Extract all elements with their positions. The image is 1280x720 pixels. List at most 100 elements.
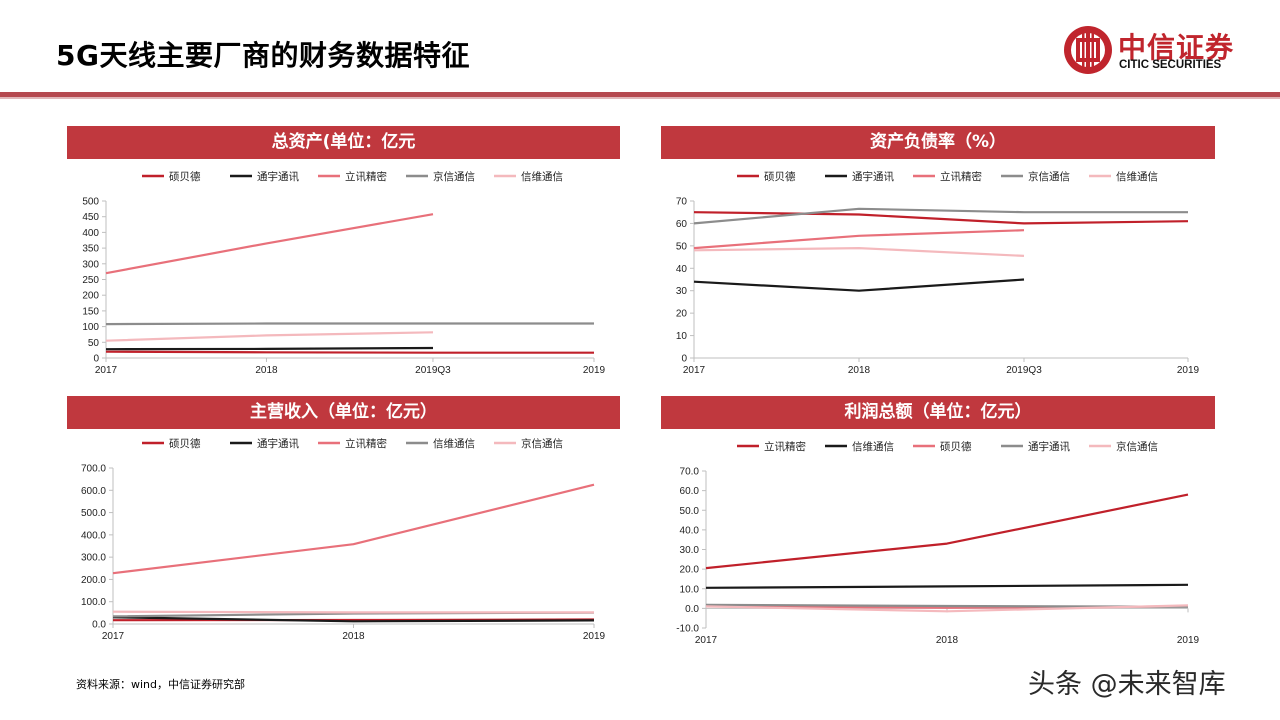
page-title: 5G天线主要厂商的财务数据特征	[56, 39, 470, 72]
series-line	[105, 213, 434, 275]
legend-label: 硕贝德	[764, 170, 796, 183]
x-tick-label: 2017	[95, 365, 118, 376]
legend-label: 通宇通讯	[257, 170, 299, 183]
y-tick-label: 400.0	[81, 530, 106, 541]
title-divider-shadow	[0, 97, 1280, 99]
x-tick-label: 2018	[936, 635, 959, 646]
series-line	[112, 616, 595, 623]
legend-label: 信维通信	[433, 437, 475, 450]
logo-english-name: CITIC SECURITIES	[1119, 59, 1222, 71]
legend-label: 京信通信	[521, 437, 563, 450]
panel-header-total-assets: 总资产(单位：亿元	[67, 126, 620, 159]
y-tick-label: 400	[82, 228, 99, 239]
y-tick-label: -10.0	[676, 624, 699, 635]
series-line	[693, 247, 1025, 257]
y-tick-label: 20	[676, 309, 688, 320]
y-tick-label: 60	[676, 219, 688, 230]
series-line	[693, 278, 1025, 292]
series-line	[693, 229, 1025, 250]
y-tick-label: 40	[676, 264, 688, 275]
panel-header-debt-ratio: 资产负债率（%）	[661, 126, 1215, 159]
logo-chinese-name: 中信证券	[1118, 31, 1235, 64]
y-tick-label: 50.0	[680, 506, 700, 517]
y-tick-label: 250	[82, 275, 99, 286]
x-tick-label: 2019Q3	[415, 365, 451, 376]
y-tick-label: 450	[82, 212, 99, 223]
y-tick-label: 10.0	[680, 584, 700, 595]
legend-label: 硕贝德	[169, 170, 201, 183]
y-tick-label: 200.0	[81, 575, 106, 586]
x-tick-label: 2018	[848, 365, 871, 376]
series-line	[705, 604, 1189, 613]
legend-label: 通宇通讯	[852, 170, 894, 183]
legend-label: 立讯精密	[764, 440, 806, 453]
series-line	[112, 483, 595, 575]
y-tick-label: 350	[82, 244, 99, 255]
y-tick-label: 500	[82, 197, 99, 208]
legend-label: 京信通信	[1028, 170, 1070, 183]
legend-label: 立讯精密	[940, 170, 982, 183]
y-tick-label: 100.0	[81, 597, 106, 608]
watermark: 头条 @未来智库	[1028, 669, 1226, 700]
panel-header-revenue: 主营收入（单位：亿元）	[67, 396, 620, 429]
legend-label: 信维通信	[852, 440, 894, 453]
citic-emblem-icon	[1064, 26, 1112, 74]
y-tick-label: 60.0	[680, 486, 700, 497]
legend-label: 立讯精密	[345, 437, 387, 450]
series-line	[112, 610, 594, 614]
x-tick-label: 2018	[342, 631, 365, 642]
x-tick-label: 2018	[255, 365, 278, 376]
y-tick-label: 0	[681, 354, 687, 365]
y-tick-label: 30	[676, 286, 688, 297]
y-tick-label: 300.0	[81, 553, 106, 564]
series-line	[705, 493, 1189, 570]
x-tick-label: 2019	[1177, 635, 1200, 646]
title-divider	[0, 92, 1280, 97]
legend-label: 京信通信	[433, 170, 475, 183]
series-line	[693, 211, 1189, 225]
y-tick-label: 150	[82, 306, 99, 317]
y-tick-label: 10	[676, 331, 688, 342]
x-tick-label: 2019Q3	[1006, 365, 1042, 376]
y-tick-label: 100	[82, 322, 99, 333]
y-tick-label: 600.0	[81, 486, 106, 497]
panel-header-profit: 利润总额（单位：亿元）	[661, 396, 1215, 429]
y-tick-label: 50	[676, 241, 688, 252]
legend-label: 硕贝德	[940, 440, 972, 453]
citic-logo: 中信证券 CITIC SECURITIES	[1062, 24, 1252, 80]
y-tick-label: 500.0	[81, 508, 106, 519]
x-tick-label: 2019	[1177, 365, 1200, 376]
x-tick-label: 2017	[695, 635, 718, 646]
x-tick-label: 2019	[583, 631, 606, 642]
y-tick-label: 70.0	[680, 467, 700, 478]
legend-label: 信维通信	[1116, 170, 1158, 183]
series-line	[105, 322, 594, 326]
y-tick-label: 40.0	[680, 525, 700, 536]
y-tick-label: 50	[88, 338, 100, 349]
legend-label: 信维通信	[521, 170, 563, 183]
series-line	[693, 207, 1188, 225]
y-tick-label: 30.0	[680, 545, 700, 556]
series-line	[105, 331, 434, 342]
y-tick-label: 70	[676, 197, 688, 208]
legend-label: 京信通信	[1116, 440, 1158, 453]
legend-label: 立讯精密	[345, 170, 387, 183]
legend-label: 硕贝德	[169, 437, 201, 450]
y-tick-label: 700.0	[81, 464, 106, 475]
x-tick-label: 2017	[102, 631, 125, 642]
series-line	[105, 350, 594, 354]
series-line	[705, 583, 1189, 589]
x-tick-label: 2019	[583, 365, 606, 376]
y-tick-label: 20.0	[680, 565, 700, 576]
legend-label: 通宇通讯	[257, 437, 299, 450]
y-tick-label: 0.0	[92, 620, 106, 631]
x-tick-label: 2017	[683, 365, 706, 376]
y-tick-label: 200	[82, 291, 99, 302]
legend-label: 通宇通讯	[1028, 440, 1070, 453]
source-note: 资料来源：wind，中信证券研究部	[76, 678, 246, 691]
y-tick-label: 300	[82, 259, 99, 270]
y-tick-label: 0	[93, 354, 99, 365]
y-tick-label: 0.0	[685, 604, 699, 615]
series-line	[105, 346, 434, 351]
